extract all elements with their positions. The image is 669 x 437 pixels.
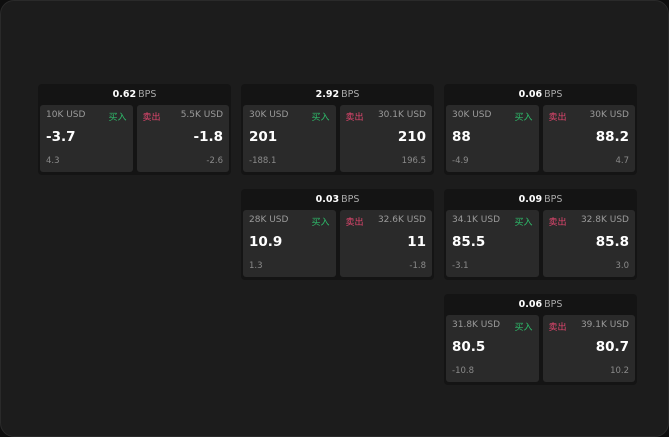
spread-unit: BPS — [544, 194, 563, 205]
ask-size: 32.6K USD — [377, 215, 426, 225]
ask-size: 30K USD — [589, 110, 629, 120]
spread-header: 0.06 BPS — [444, 84, 637, 105]
buy-label[interactable]: 买入 — [311, 113, 330, 123]
bid-change: -4.9 — [452, 156, 469, 166]
ask-price: 85.8 — [595, 234, 629, 250]
spread-unit: BPS — [341, 89, 360, 100]
quote-card: 0.03 BPS 28K USD 买入 10.9 1.3 卖出 32.6K USD 1… — [241, 189, 434, 280]
sell-panel[interactable]: 卖出 32.8K USD 85.8 3.0 — [542, 210, 635, 277]
buy-label[interactable]: 买入 — [108, 113, 127, 123]
spread-value: 0.06 — [518, 299, 543, 310]
quote-card: 0.06 BPS 31.8K USD 买入 80.5 -10.8 卖出 39.1K U… — [444, 294, 637, 385]
bid-price: 88 — [452, 129, 471, 145]
buy-label[interactable]: 买入 — [514, 323, 533, 333]
bid-change: -188.1 — [249, 156, 277, 166]
ask-price: 88.2 — [595, 129, 629, 145]
buy-panel[interactable]: 31.8K USD 买入 80.5 -10.8 — [446, 315, 539, 382]
quote-card: 0.06 BPS 30K USD 买入 88 -4.9 卖出 30K USD 88.2… — [444, 84, 637, 175]
sell-label[interactable]: 卖出 — [345, 113, 364, 123]
bid-size: 28K USD — [249, 215, 289, 225]
sell-label[interactable]: 卖出 — [548, 323, 567, 333]
sell-label[interactable]: 卖出 — [345, 218, 364, 228]
bid-size: 10K USD — [46, 110, 86, 120]
bid-price: 10.9 — [249, 234, 283, 250]
buy-panel[interactable]: 30K USD 买入 88 -4.9 — [446, 105, 539, 172]
spread-value: 0.62 — [112, 89, 137, 100]
ask-price: 210 — [397, 129, 426, 145]
ask-price: -1.8 — [193, 129, 223, 145]
spread-value: 0.09 — [518, 194, 543, 205]
bid-size: 31.8K USD — [452, 320, 501, 330]
buy-label[interactable]: 买入 — [514, 113, 533, 123]
spread-header: 2.92 BPS — [241, 84, 434, 105]
ask-change: -1.8 — [409, 261, 426, 271]
bid-size: 30K USD — [452, 110, 492, 120]
spread-header: 0.62 BPS — [38, 84, 231, 105]
spread-header: 0.09 BPS — [444, 189, 637, 210]
buy-label[interactable]: 买入 — [311, 218, 330, 228]
spread-unit: BPS — [341, 194, 360, 205]
bid-change: 1.3 — [249, 261, 263, 271]
ask-change: -2.6 — [206, 156, 223, 166]
ask-size: 39.1K USD — [580, 320, 629, 330]
quote-card: 0.09 BPS 34.1K USD 买入 85.5 -3.1 卖出 32.8K US… — [444, 189, 637, 280]
spread-header: 0.03 BPS — [241, 189, 434, 210]
buy-label[interactable]: 买入 — [514, 218, 533, 228]
sell-panel[interactable]: 卖出 5.5K USD -1.8 -2.6 — [136, 105, 229, 172]
quote-card: 2.92 BPS 30K USD 买入 201 -188.1 卖出 30.1K USD… — [241, 84, 434, 175]
sell-label[interactable]: 卖出 — [142, 113, 161, 123]
sell-label[interactable]: 卖出 — [548, 218, 567, 228]
ask-change: 4.7 — [615, 156, 629, 166]
spread-unit: BPS — [544, 299, 563, 310]
buy-panel[interactable]: 34.1K USD 买入 85.5 -3.1 — [446, 210, 539, 277]
ask-price: 11 — [407, 234, 426, 250]
spread-unit: BPS — [138, 89, 157, 100]
ask-change: 10.2 — [610, 366, 629, 376]
sell-panel[interactable]: 卖出 39.1K USD 80.7 10.2 — [542, 315, 635, 382]
spread-header: 0.06 BPS — [444, 294, 637, 315]
bid-size: 30K USD — [249, 110, 289, 120]
sell-panel[interactable]: 卖出 32.6K USD 11 -1.8 — [339, 210, 432, 277]
ask-size: 32.8K USD — [580, 215, 629, 225]
sell-panel[interactable]: 卖出 30.1K USD 210 196.5 — [339, 105, 432, 172]
buy-panel[interactable]: 28K USD 买入 10.9 1.3 — [243, 210, 336, 277]
bid-price: 85.5 — [452, 234, 486, 250]
bid-price: 80.5 — [452, 339, 486, 355]
bid-size: 34.1K USD — [452, 215, 501, 225]
quote-card: 0.62 BPS 10K USD 买入 -3.7 4.3 卖出 5.5K USD -1… — [38, 84, 231, 175]
spread-value: 0.06 — [518, 89, 543, 100]
ask-size: 5.5K USD — [180, 110, 223, 120]
sell-label[interactable]: 卖出 — [548, 113, 567, 123]
bid-change: -3.1 — [452, 261, 469, 271]
ask-change: 3.0 — [615, 261, 629, 271]
bid-price: 201 — [249, 129, 278, 145]
ask-change: 196.5 — [401, 156, 426, 166]
bid-change: 4.3 — [46, 156, 60, 166]
bid-change: -10.8 — [452, 366, 474, 376]
ask-price: 80.7 — [595, 339, 629, 355]
sell-panel[interactable]: 卖出 30K USD 88.2 4.7 — [542, 105, 635, 172]
bid-price: -3.7 — [46, 129, 76, 145]
spread-value: 2.92 — [315, 89, 340, 100]
spread-unit: BPS — [544, 89, 563, 100]
ask-size: 30.1K USD — [377, 110, 426, 120]
spread-value: 0.03 — [315, 194, 340, 205]
buy-panel[interactable]: 30K USD 买入 201 -188.1 — [243, 105, 336, 172]
buy-panel[interactable]: 10K USD 买入 -3.7 4.3 — [40, 105, 133, 172]
